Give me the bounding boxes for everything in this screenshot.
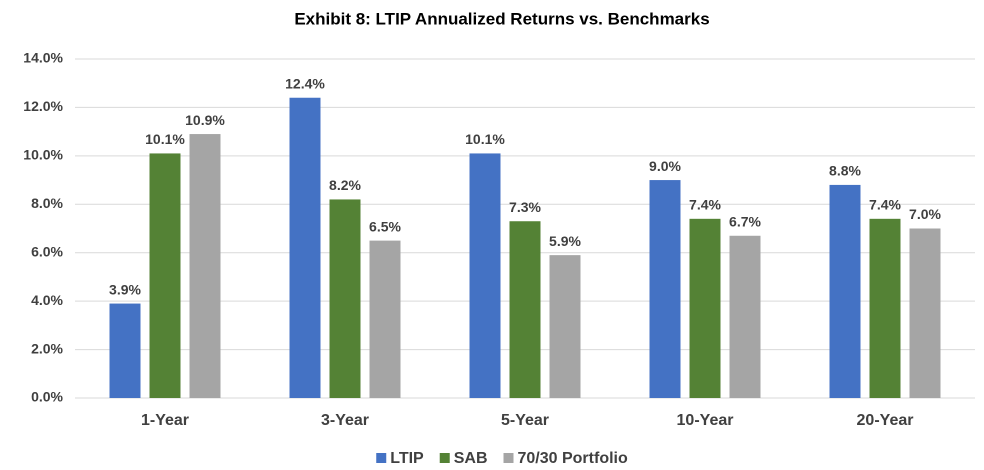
- y-tick-label: 0.0%: [31, 389, 63, 405]
- legend-label: SAB: [454, 450, 488, 467]
- value-label: 10.1%: [465, 131, 505, 147]
- legend-swatch: [503, 453, 514, 463]
- x-tick-label: 1-Year: [141, 412, 189, 429]
- value-label: 8.2%: [329, 177, 361, 193]
- bar: [329, 199, 361, 398]
- chart-title: Exhibit 8: LTIP Annualized Returns vs. B…: [294, 9, 709, 28]
- bar: [829, 184, 861, 398]
- x-tick-label: 3-Year: [321, 412, 369, 429]
- x-tick-label: 5-Year: [501, 412, 549, 429]
- bar: [649, 180, 681, 398]
- value-label: 7.4%: [869, 197, 901, 213]
- value-label: 9.0%: [649, 158, 681, 174]
- bar: [509, 221, 541, 398]
- value-label: 10.9%: [185, 112, 225, 128]
- y-tick-label: 10.0%: [23, 147, 63, 163]
- value-label: 7.0%: [909, 206, 941, 222]
- value-label: 5.9%: [549, 233, 581, 249]
- bar: [289, 97, 321, 398]
- bar: [109, 303, 141, 398]
- bar: [469, 153, 501, 398]
- value-label: 10.1%: [145, 131, 185, 147]
- bar: [549, 255, 581, 398]
- legend-label: 70/30 Portfolio: [518, 450, 628, 467]
- bar: [869, 218, 901, 398]
- value-label: 3.9%: [109, 281, 141, 297]
- value-label: 6.7%: [729, 213, 761, 229]
- bar: [689, 218, 721, 398]
- y-tick-label: 4.0%: [31, 292, 63, 308]
- bar: [189, 134, 221, 399]
- value-label: 7.3%: [509, 199, 541, 215]
- legend-label: LTIP: [390, 450, 424, 467]
- y-tick-label: 14.0%: [23, 50, 63, 66]
- x-tick-label: 10-Year: [677, 412, 734, 429]
- legend-swatch: [439, 453, 450, 463]
- y-tick-label: 8.0%: [31, 195, 63, 211]
- value-label: 8.8%: [829, 163, 861, 179]
- value-label: 6.5%: [369, 218, 401, 234]
- y-tick-label: 6.0%: [31, 243, 63, 259]
- bar: [729, 235, 761, 398]
- legend-swatch: [376, 453, 387, 463]
- bar: [369, 240, 401, 398]
- bar: [909, 228, 941, 398]
- y-tick-label: 12.0%: [23, 98, 63, 114]
- value-label: 7.4%: [689, 197, 721, 213]
- value-label: 12.4%: [285, 75, 325, 91]
- bar: [149, 153, 181, 398]
- y-tick-label: 2.0%: [31, 340, 63, 356]
- x-tick-label: 20-Year: [857, 412, 914, 429]
